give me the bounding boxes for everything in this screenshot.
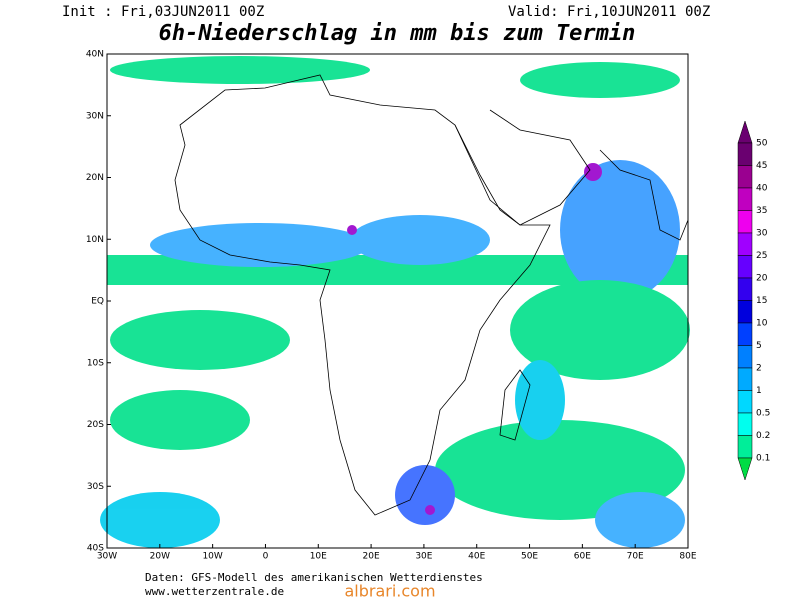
legend-label: 35 [756,206,767,216]
precip [595,492,685,548]
india [599,149,689,241]
lon-label: 20W [150,552,170,562]
colorbar-segment [737,300,753,324]
lat-label: 10S [87,358,104,368]
colorbar-segment [737,345,753,369]
colorbar-segment [737,255,753,279]
legend-label: 40 [756,184,768,194]
colorbar-segment [737,232,753,256]
colorbar-segment [737,412,753,436]
lon-label: 10E [310,552,327,562]
precip-field [100,56,690,548]
legend-label: 15 [756,296,767,306]
legend-label: 10 [756,319,768,329]
colorbar-segment [737,367,753,391]
legend-label: 0.2 [756,431,770,441]
precip [520,62,680,98]
colorbar-segment [737,142,753,166]
colorbar-cap [737,457,753,481]
precip [560,160,680,300]
lat-label: 40S [87,544,104,554]
lon-label: 30W [97,552,117,562]
legend-label: 1 [756,386,762,396]
legend-label: 2 [756,364,762,374]
lat-label: EQ [91,297,104,307]
lon-label: 0 [263,552,269,562]
colorbar-segment [737,210,753,234]
precip [510,280,690,380]
legend-label: 50 [756,139,768,149]
colorbar-cap [737,120,753,144]
legend-label: 25 [756,251,767,261]
init-label: Init : Fri,03JUN2011 00Z [62,4,264,20]
lon-label: 40E [468,552,485,562]
lat-label: 40N [86,50,104,60]
valid-label: Valid: Fri,10JUN2011 00Z [508,4,710,20]
africa [174,74,551,516]
lon-label: 80E [679,552,696,562]
lon-label: 60E [574,552,591,562]
legend-label: 45 [756,161,767,171]
precip [425,505,435,515]
precip [110,310,290,370]
colorbar-segment [737,165,753,189]
lon-label: 10W [202,552,222,562]
colorbar-segment [737,435,753,459]
footer-url: www.wetterzentrale.de [145,585,284,598]
colorbar-segment [737,187,753,211]
lat-label: 30N [86,111,104,121]
lon-label: 50E [521,552,538,562]
lat-label: 30S [87,482,104,492]
lat-label: 10N [86,235,104,245]
lon-label: 70E [627,552,644,562]
legend-label: 20 [756,274,768,284]
precip [395,465,455,525]
legend-label: 30 [756,229,768,239]
precip [110,56,370,84]
lat-label: 20S [87,420,104,430]
precip [350,215,490,265]
lon-label: 20E [363,552,380,562]
colorbar-segment [737,390,753,414]
lat-label: 20N [86,173,104,183]
legend-label: 0.1 [756,454,770,464]
precip [110,390,250,450]
colorbar-segment [737,322,753,346]
watermark: albrari.com [344,582,435,600]
precip [100,492,220,548]
precip [150,223,370,267]
precip [515,360,565,440]
madagascar [499,369,531,441]
legend-label: 5 [756,341,762,351]
arabia [454,109,591,226]
precip [347,225,357,235]
coastlines [174,74,689,516]
title: 6h-Niederschlag in mm bis zum Termin [159,21,636,46]
colorbar-segment [737,277,753,301]
lon-label: 30E [415,552,432,562]
footer-source: Daten: GFS-Modell des amerikanischen Wet… [145,571,483,584]
legend-label: 0.5 [756,409,770,419]
